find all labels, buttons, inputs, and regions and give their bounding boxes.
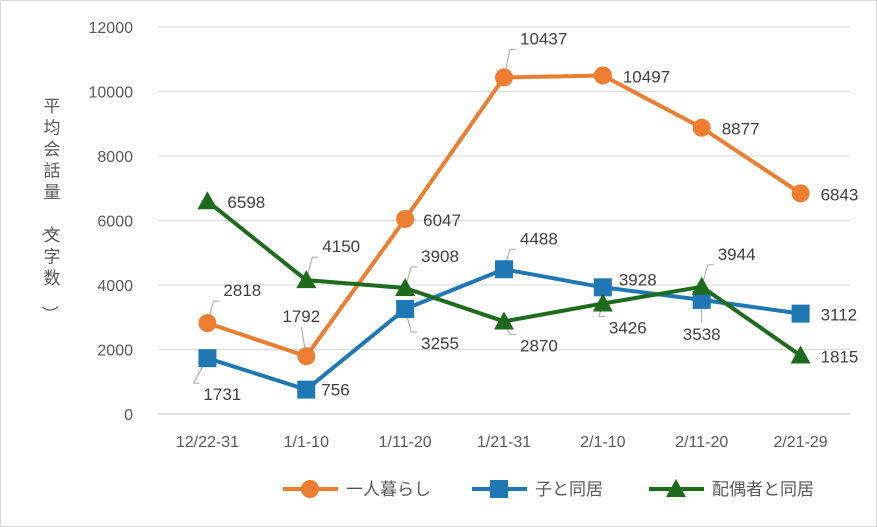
x-tick-label: 12/22-31 <box>176 434 239 451</box>
data-label: 1815 <box>821 347 859 366</box>
data-label: 3538 <box>683 325 721 344</box>
data-point <box>198 349 217 368</box>
data-point <box>297 380 316 399</box>
data-point <box>494 311 514 330</box>
x-tick-label: 2/21-29 <box>773 434 827 451</box>
data-label: 2818 <box>223 281 261 300</box>
y-tick-label: 2000 <box>97 343 133 360</box>
y-tick-label: 6000 <box>97 214 133 231</box>
data-point <box>692 118 711 137</box>
y-tick-label: 10000 <box>89 85 134 102</box>
data-label: 6598 <box>227 193 265 212</box>
data-label: 3112 <box>821 306 858 325</box>
data-point <box>197 191 218 210</box>
y-axis-ticks: 0 2000 4000 6000 8000 10000 12000 <box>89 20 134 424</box>
gridlines <box>158 26 850 415</box>
y-tick-label: 8000 <box>97 149 133 166</box>
data-point <box>790 345 811 364</box>
x-tick-label: 1/11-20 <box>379 434 432 451</box>
data-label: 3255 <box>421 334 459 353</box>
data-point <box>395 277 416 296</box>
data-label: 3426 <box>609 319 647 338</box>
data-point <box>692 290 711 309</box>
data-label: 6047 <box>423 211 461 230</box>
data-label: 3928 <box>619 270 657 289</box>
data-label: 4150 <box>322 237 360 256</box>
x-tick-label: 2/11-20 <box>675 434 728 451</box>
data-point <box>495 260 513 279</box>
data-point <box>592 293 613 312</box>
data-label: 8877 <box>722 120 760 139</box>
data-label: 3944 <box>718 245 756 264</box>
series-markers <box>197 66 811 399</box>
y-tick-label: 12000 <box>89 20 134 37</box>
legend-marker <box>301 480 319 498</box>
x-tick-label: 1/1-10 <box>284 434 329 451</box>
legend-label: 配偶者と同居 <box>712 480 814 500</box>
data-point <box>791 184 810 203</box>
legend-marker <box>666 479 686 497</box>
data-label: 1731 <box>203 385 241 404</box>
legend-label: 子と同居 <box>535 480 603 500</box>
data-point <box>791 304 810 323</box>
data-point <box>593 66 612 85</box>
data-label: 6843 <box>821 185 859 204</box>
data-label: 10497 <box>623 67 670 86</box>
data-point <box>198 314 217 333</box>
data-label: 3908 <box>421 247 459 266</box>
y-tick-label: 4000 <box>97 278 133 295</box>
x-axis-ticks: 12/22-31 1/1-10 1/11-20 1/21-31 2/1-10 2/11-2… <box>176 434 828 451</box>
data-label: 2870 <box>520 336 558 355</box>
data-point <box>396 209 415 228</box>
data-label: 4488 <box>520 229 558 248</box>
data-labels: 2818 1792 6047 10437 10497 8877 6843 1731 756 325… <box>203 29 858 404</box>
data-label: 756 <box>321 381 349 400</box>
data-label: 10437 <box>520 29 567 48</box>
y-axis-label: 平均会話量（文字数） <box>39 97 61 323</box>
data-label: 1792 <box>282 307 320 326</box>
legend-marker <box>490 480 508 498</box>
x-tick-label: 2/1-10 <box>580 434 625 451</box>
legend-label: 一人暮らし <box>346 480 431 500</box>
y-tick-label: 0 <box>124 407 133 424</box>
data-point <box>593 278 612 297</box>
x-tick-label: 1/21-31 <box>477 434 531 451</box>
data-point <box>296 270 317 289</box>
data-point <box>691 276 712 295</box>
legend: 一人暮らし 子と同居 配偶者と同居 <box>283 479 814 500</box>
data-point <box>297 347 316 366</box>
data-point <box>495 68 513 87</box>
data-point <box>396 300 415 319</box>
